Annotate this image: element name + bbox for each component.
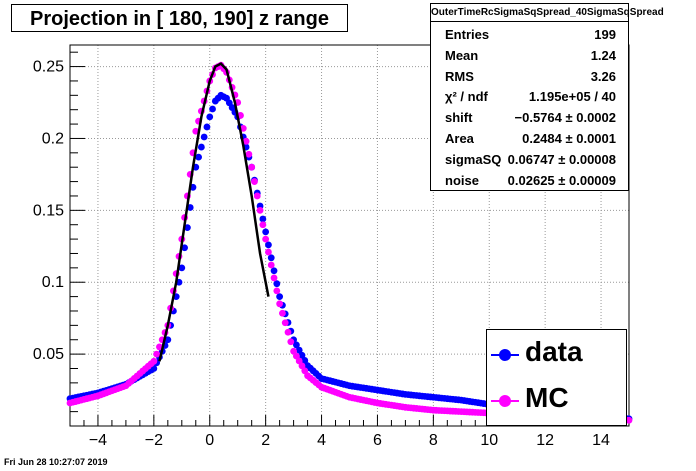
stats-value: −0.5764 ± 0.0002	[514, 110, 616, 126]
x-tick-label: 10	[480, 432, 498, 449]
data-point	[273, 280, 281, 288]
legend-item-data: data	[487, 332, 626, 378]
data-point	[203, 123, 211, 131]
chart-title: Projection in [ 180, 190] z range	[11, 4, 348, 32]
data-point	[276, 300, 284, 308]
y-tick-label: 0.05	[33, 346, 64, 363]
data-point	[265, 248, 272, 256]
legend-marker-icon	[499, 349, 511, 361]
data-point	[259, 215, 267, 223]
data-point	[153, 350, 161, 358]
stats-key: shift	[445, 110, 473, 126]
data-point	[267, 261, 275, 269]
data-point	[295, 346, 303, 354]
data-point	[197, 143, 205, 151]
stats-key: Entries	[445, 27, 490, 42]
stats-value: 1.195e+05 / 40	[528, 89, 616, 105]
y-tick-label: 0.15	[33, 202, 64, 219]
x-tick-label: −4	[89, 432, 107, 449]
data-point	[242, 137, 250, 145]
x-tick-label: −2	[145, 432, 163, 449]
stats-value: 0.2484 ± 0.0001	[522, 131, 616, 146]
stats-key: Mean	[445, 47, 479, 63]
data-point	[625, 416, 633, 424]
data-point	[178, 264, 186, 272]
legend-label-mc: MC	[525, 382, 569, 413]
data-point	[209, 105, 216, 113]
stats-row: sigmaSQ 0.06747 ± 0.00008	[431, 149, 628, 170]
data-point	[301, 357, 309, 364]
data-point	[239, 124, 247, 132]
y-tick-label: 0.2	[42, 130, 64, 147]
x-tick-label: 2	[261, 432, 270, 449]
legend: data MC	[486, 329, 627, 426]
stats-key: noise	[445, 172, 479, 188]
stats-row: Area 0.2484 ± 0.0001	[431, 128, 628, 149]
data-point	[262, 235, 270, 243]
data-point	[256, 206, 264, 214]
data-point	[267, 254, 275, 262]
data-point	[276, 293, 284, 301]
data-point	[265, 241, 272, 249]
stats-value: 3.26	[590, 68, 616, 84]
stats-value: 0.02625 ± 0.00009	[507, 172, 616, 188]
fit-curve	[158, 62, 270, 362]
x-tick-label: 4	[317, 432, 326, 449]
data-point	[273, 287, 281, 295]
data-point	[292, 341, 300, 349]
stats-box: OuterTimeRcSigmaSqSpread_40SigmaSqSpread…	[430, 3, 664, 191]
data-point	[287, 338, 295, 346]
data-point	[206, 113, 214, 121]
y-tick-label: 0.1	[42, 274, 64, 291]
x-tick-label: 14	[592, 432, 610, 449]
stats-key: χ² / ndf	[445, 89, 488, 105]
data-point	[150, 357, 158, 365]
stats-row: shift −0.5764 ± 0.0002	[431, 107, 628, 128]
stats-row: χ² / ndf 1.195e+05 / 40	[431, 86, 628, 107]
stats-header: OuterTimeRcSigmaSqSpread_40SigmaSqSpread	[431, 4, 664, 22]
data-point	[248, 163, 256, 171]
legend-label-data: data	[525, 336, 583, 367]
x-tick-label: 8	[429, 432, 438, 449]
stats-value: 199	[594, 27, 616, 42]
data-point	[195, 153, 202, 161]
axes: −4 −2 0 2 4 6 8 10 12 14 0.05 0.1 0.15 0.2 0.25	[33, 51, 630, 449]
data-point	[298, 351, 306, 359]
legend-marker-icon	[499, 395, 511, 407]
datestamp: Fri Jun 28 10:27:07 2019	[4, 457, 108, 467]
stats-row: noise 0.02625 ± 0.00009	[431, 170, 628, 191]
x-tick-label: 6	[373, 432, 382, 449]
stats-row: Entries 199	[431, 24, 628, 45]
data-point	[279, 309, 286, 317]
x-tick-label: 0	[205, 432, 214, 449]
x-tick-label: 12	[536, 432, 554, 449]
legend-item-mc: MC	[487, 378, 626, 424]
stats-key: Area	[445, 131, 474, 146]
stats-row: RMS 3.26	[431, 66, 628, 87]
y-tick-label: 0.25	[33, 59, 64, 76]
data-point	[284, 328, 292, 336]
stats-row: Mean 1.24	[431, 45, 628, 66]
stats-value: 0.06747 ± 0.00008	[507, 151, 616, 167]
data-point	[270, 267, 278, 275]
data-point	[245, 150, 253, 158]
stats-key: RMS	[445, 68, 474, 84]
data-point	[253, 192, 261, 200]
data-point	[200, 133, 208, 141]
data-point	[183, 224, 191, 231]
data-point	[270, 274, 278, 282]
data-point	[281, 319, 289, 327]
stats-key: sigmaSQ	[445, 151, 502, 167]
data-point	[251, 178, 258, 185]
data-point	[181, 244, 188, 252]
stats-value: 1.24	[590, 47, 616, 63]
data-point	[259, 221, 267, 229]
data-point	[262, 228, 270, 236]
